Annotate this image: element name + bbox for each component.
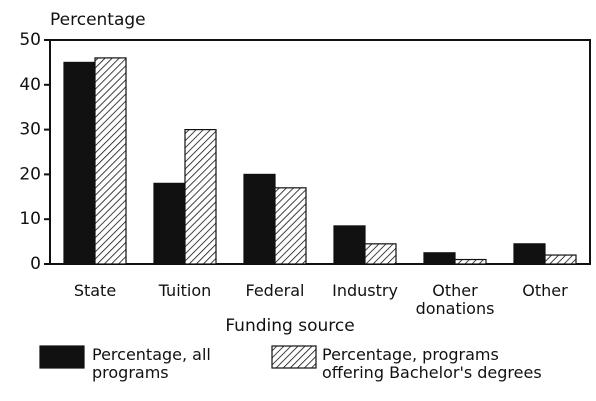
y-tick-label: 0 (30, 254, 41, 274)
bar (63, 61, 96, 265)
bar (544, 254, 577, 265)
bar (153, 182, 186, 265)
legend-swatch (39, 345, 85, 369)
bar (513, 243, 546, 265)
y-tick-label: 30 (19, 120, 41, 140)
y-tick-label: 10 (19, 209, 41, 229)
bar (274, 187, 307, 265)
x-tick-label: Other (522, 281, 568, 300)
bar (423, 252, 456, 265)
x-tick-label: Tuition (158, 281, 212, 300)
bar (454, 258, 487, 265)
bar (333, 225, 366, 265)
legend-label: Percentage, all programs (92, 345, 211, 382)
y-tick-label: 40 (19, 75, 41, 95)
y-axis-label: Percentage (50, 10, 146, 30)
bar (243, 173, 276, 265)
bar (94, 57, 127, 265)
legend-label: Percentage, programs offering Bachelor's… (322, 345, 542, 382)
bar (364, 243, 397, 265)
y-tick-label: 20 (19, 164, 41, 184)
legend-swatch (271, 345, 317, 369)
x-tick-label: Industry (332, 281, 398, 300)
y-tick-label: 50 (19, 30, 41, 50)
x-tick-label: Federal (245, 281, 305, 300)
bar (184, 129, 217, 265)
x-tick-label: Other donations (415, 281, 495, 318)
x-tick-label: State (73, 281, 117, 300)
x-axis-label: Funding source (225, 316, 354, 336)
plot-frame (49, 39, 591, 265)
